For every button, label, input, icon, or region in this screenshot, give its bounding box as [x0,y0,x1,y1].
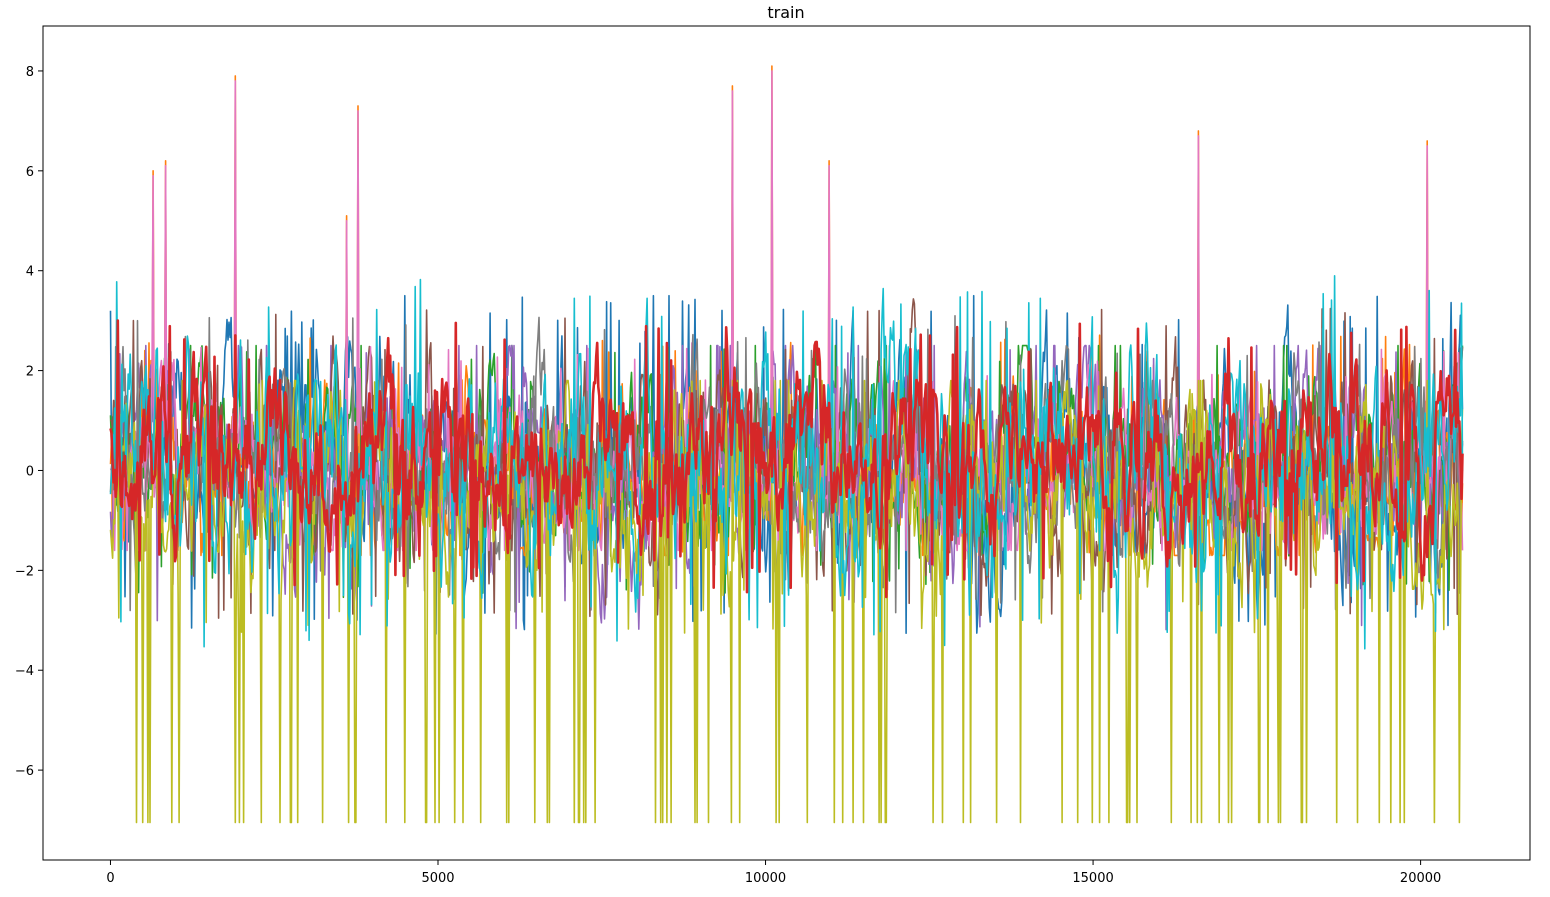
y-tick-label: 8 [26,65,34,80]
x-tick-label: 0 [106,871,114,886]
y-tick-label: 6 [26,165,34,180]
x-axis: 0 5000 10000 15000 20000 [106,860,1441,886]
y-tick-label: 0 [26,464,34,479]
axes-frame [42,25,1531,861]
x-tick-label: 5000 [421,871,454,886]
y-tick-label: 2 [26,365,34,380]
series-line-10 [109,275,1464,650]
y-axis: −6 −4 −2 0 2 4 6 8 [15,65,43,779]
y-tick-label: −6 [15,764,34,779]
y-tick-label: −2 [15,564,34,579]
x-tick-label: 15000 [1072,871,1113,886]
y-tick-label: 4 [26,265,34,280]
chart-title: train [767,3,804,22]
x-tick-label: 10000 [745,871,786,886]
series-line-4 [109,319,1464,599]
y-tick-label: −4 [15,664,34,679]
series-layer [109,65,1464,824]
x-tick-label: 20000 [1400,871,1441,886]
